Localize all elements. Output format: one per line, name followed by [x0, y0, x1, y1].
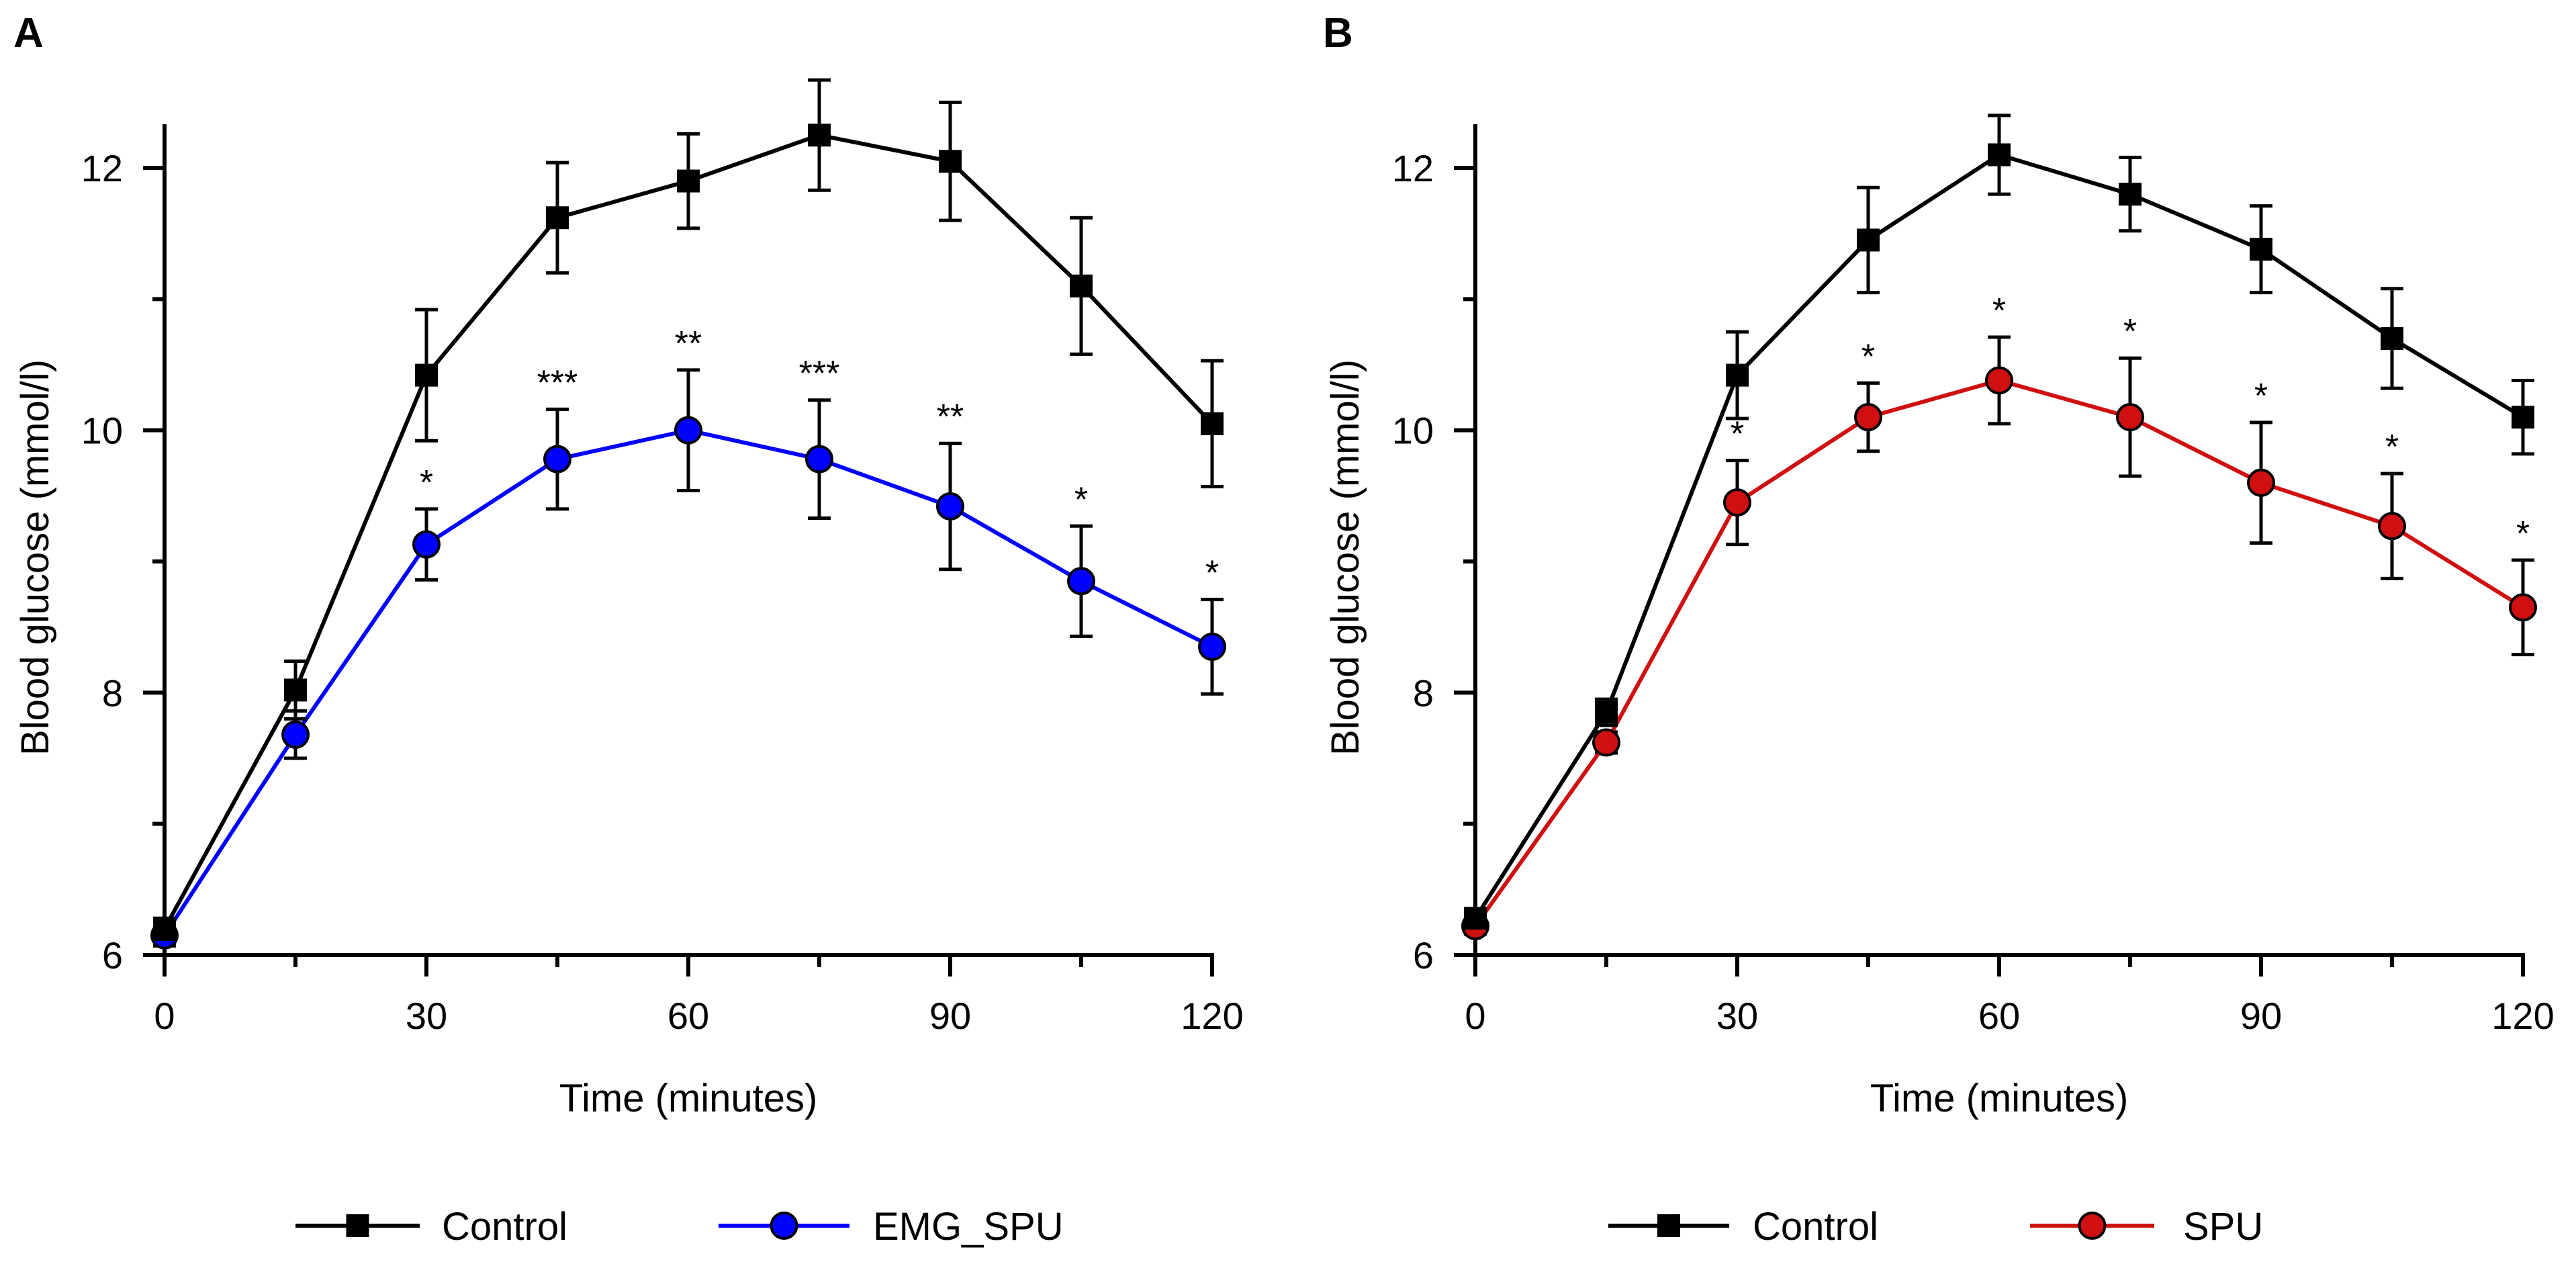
panel-b-significance-label: *	[1861, 337, 1875, 376]
panel-b-significance-label: *	[1731, 415, 1744, 454]
panel-b-significance: * * * * * * *	[1731, 291, 2530, 553]
panel-a-significance-label: *	[1074, 480, 1088, 519]
panel-a-y-tick-label: 6	[102, 934, 123, 977]
panel-b-control-point	[1726, 363, 1749, 387]
panel-b-spu-point	[2509, 593, 2537, 622]
panel-b-significance-label: *	[1992, 291, 2006, 330]
panel-b-spu-point	[1592, 728, 1620, 757]
panel-b-spu-point	[1985, 366, 2013, 395]
panel-b-legend-control-marker	[1657, 1214, 1680, 1237]
panel-a-x-tick-label: 0	[154, 995, 175, 1037]
panel-b: B Time (minutes) Blood glucose (mmol/l) …	[1323, 10, 2555, 1249]
panel-a-significance-label: **	[937, 398, 964, 437]
panel-a-control-point	[284, 678, 307, 702]
panel-a-x-tick-label: 90	[929, 995, 971, 1037]
panel-a-control-point	[808, 124, 831, 147]
panel-a-emg-spu-point	[805, 445, 833, 473]
panel-a-y-axis-title: Blood glucose (mmol/l)	[13, 359, 57, 756]
panel-a-emg-spu-point	[1067, 567, 1095, 596]
panel-b-significance-label: *	[2516, 514, 2530, 553]
panel-b-x-tick-label: 30	[1716, 995, 1758, 1037]
panel-a-legend-control-marker	[346, 1214, 369, 1237]
panel-a-x-axis-title: Time (minutes)	[559, 1077, 818, 1120]
panel-a-legend: Control EMG_SPU	[295, 1205, 1064, 1249]
panel-a-significance-label: ***	[537, 363, 578, 402]
panel-a-control-point	[677, 169, 700, 193]
panel-b-x-tick-label: 120	[2491, 995, 2554, 1037]
panel-b-spu-point	[2378, 512, 2406, 541]
panel-a-control-point	[939, 150, 962, 173]
panel-a-significance-label: **	[675, 324, 702, 363]
panel-a-legend-treatment-label: EMG_SPU	[873, 1205, 1064, 1249]
panel-a: A Time (minutes) Blood glucose (mmol/l) …	[13, 10, 1244, 1249]
panel-b-spu-point	[1854, 403, 1882, 432]
panel-b-control-point	[1464, 907, 1487, 930]
panel-a-emg-spu-point	[543, 445, 571, 473]
panel-a-emg-spu-point	[412, 530, 441, 559]
panel-b-y-tick-label: 8	[1413, 672, 1434, 714]
panel-a-control-point	[546, 206, 569, 230]
panel-b-legend: Control SPU	[1608, 1205, 2263, 1249]
panel-b-control-point	[1988, 143, 2011, 167]
panel-a-significance-label: ***	[799, 355, 840, 394]
panel-a-control-point	[1201, 412, 1224, 435]
panel-b-x-tick-label: 60	[1978, 995, 2020, 1037]
panel-a-x-tick-label: 30	[406, 995, 447, 1037]
panel-b-control-point	[1595, 700, 1618, 724]
panel-a-emg-spu-point	[674, 416, 702, 445]
panel-b-legend-treatment-label: SPU	[2183, 1205, 2263, 1249]
panel-a-emg-spu-point	[936, 492, 964, 520]
panel-a-axes: 0 30 60 90 120 6 8 10 12	[81, 124, 1244, 1037]
panel-a-emg-spu-line	[163, 428, 1213, 937]
panel-b-control-point	[2512, 406, 2534, 429]
panel-b-spu-point	[2247, 468, 2275, 497]
panel-a-y-tick-label: 10	[81, 410, 123, 452]
panel-b-control-point	[2250, 238, 2272, 261]
panel-a-x-tick-label: 120	[1181, 995, 1243, 1037]
panel-a-emg-spu-point	[281, 720, 310, 749]
panel-b-y-axis-title: Blood glucose (mmol/l)	[1324, 359, 1367, 756]
panel-b-spu-point	[1723, 488, 1751, 517]
panel-b-significance-label: *	[2123, 312, 2137, 351]
panel-b-series	[1461, 114, 2537, 941]
panel-b-spu-line	[1473, 378, 2524, 927]
panel-a-significance: *************	[420, 324, 1219, 593]
panel-b-control-point	[2381, 326, 2403, 350]
panel-a-letter: A	[13, 10, 44, 56]
panel-b-letter: B	[1323, 10, 1353, 56]
panel-b-x-tick-label: 90	[2240, 995, 2282, 1037]
panel-b-legend-treatment-marker	[2078, 1212, 2107, 1240]
panel-a-series	[150, 78, 1226, 950]
panel-b-control-line	[1473, 152, 2524, 919]
panel-a-significance-label: *	[1205, 554, 1219, 593]
panel-a-y-tick-label: 12	[81, 147, 123, 189]
panel-b-x-tick-label: 0	[1465, 995, 1485, 1037]
panel-b-y-tick-label: 12	[1392, 147, 1434, 189]
panel-a-control-line	[163, 133, 1214, 930]
panel-a-significance-label: *	[420, 463, 433, 502]
panel-b-y-tick-label: 10	[1392, 410, 1434, 452]
panel-a-control-point	[1070, 274, 1093, 298]
panel-b-legend-control-label: Control	[1753, 1205, 1878, 1249]
panel-b-significance-label: *	[2254, 377, 2268, 416]
panel-a-legend-control-label: Control	[442, 1205, 567, 1249]
panel-b-y-tick-label: 6	[1413, 934, 1434, 977]
panel-b-control-point	[2119, 183, 2142, 206]
panel-a-legend-treatment-marker	[770, 1212, 798, 1240]
panel-b-control-point	[1857, 228, 1880, 252]
panel-b-x-axis-title: Time (minutes)	[1870, 1077, 2129, 1120]
panel-b-significance-label: *	[2385, 428, 2399, 467]
panel-a-y-tick-label: 8	[102, 672, 123, 714]
panel-a-emg-spu-point	[1198, 632, 1226, 661]
panel-b-spu-point	[2116, 403, 2144, 432]
panel-a-control-point	[415, 363, 438, 387]
panel-b-axes: 0 30 60 90 120 6 8 10 12	[1392, 124, 2555, 1037]
panel-a-control-point	[153, 917, 176, 940]
panel-a-x-tick-label: 60	[668, 995, 709, 1037]
